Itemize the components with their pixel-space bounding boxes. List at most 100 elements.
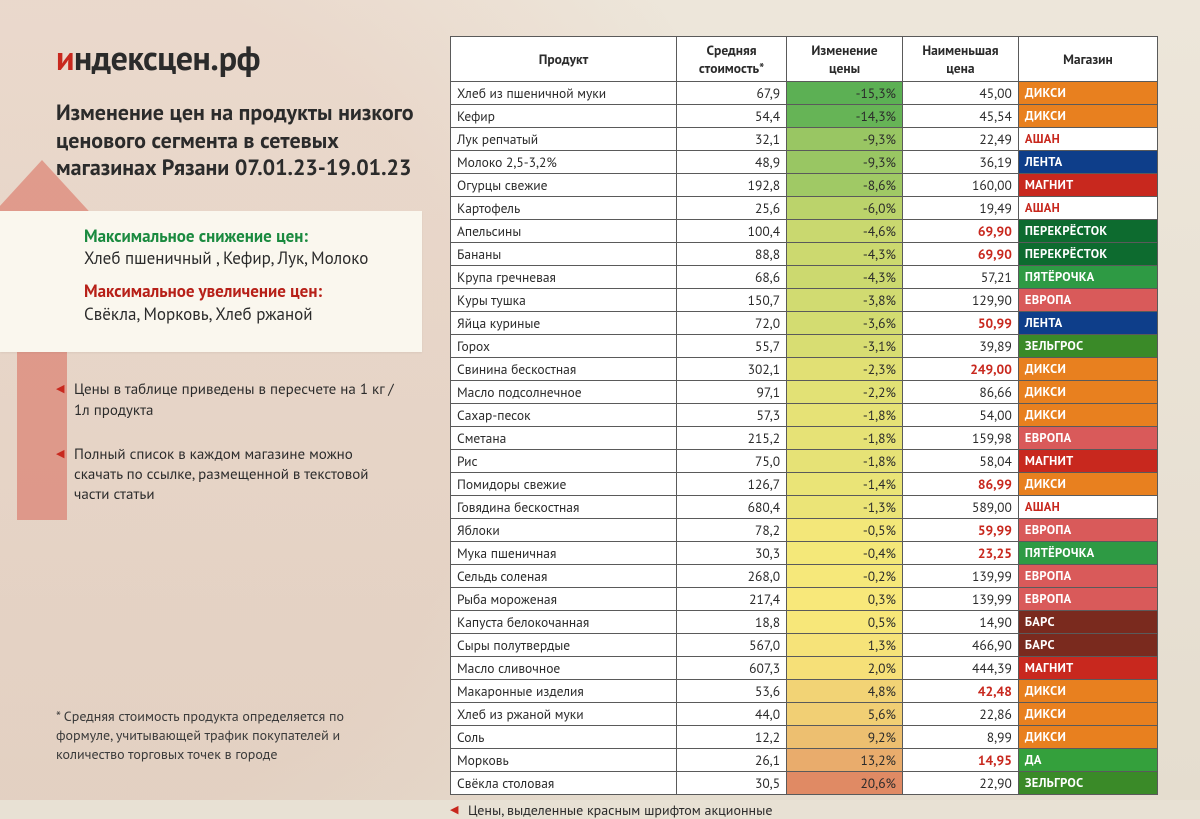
cell-store: ДА [1018,749,1157,772]
cell-store: АШАН [1018,496,1157,519]
cell-avg: 53,6 [677,680,787,703]
cell-change: -1,8% [787,404,903,427]
cell-avg: 25,6 [677,197,787,220]
cell-min: 57,21 [902,266,1018,289]
cell-store: ЕВРОПА [1018,519,1157,542]
cell-store: ПЕРЕКРЁСТОК [1018,243,1157,266]
cell-change: 4,8% [787,680,903,703]
cell-avg: 97,1 [677,381,787,404]
cell-min: 54,00 [902,404,1018,427]
table-row: Бананы88,8-4,3%69,90ПЕРЕКРЁСТОК [451,243,1158,266]
cell-product: Капуста белокочанная [451,611,677,634]
decrease-title: Максимальное снижение цен: [84,225,404,248]
cell-product: Апельсины [451,220,677,243]
col-avg: Средняя стоимость* [677,37,787,82]
cell-store: АШАН [1018,128,1157,151]
cell-avg: 268,0 [677,565,787,588]
cell-avg: 567,0 [677,634,787,657]
cell-min: 444,39 [902,657,1018,680]
cell-product: Хлеб из пшеничной муки [451,82,677,105]
cell-avg: 302,1 [677,358,787,381]
cell-change: -9,3% [787,151,903,174]
cell-store: БАРС [1018,611,1157,634]
cell-min: 45,54 [902,105,1018,128]
cell-change: -2,3% [787,358,903,381]
cell-min: 249,00 [902,358,1018,381]
cell-min: 19,49 [902,197,1018,220]
cell-avg: 18,8 [677,611,787,634]
cell-product: Морковь [451,749,677,772]
cell-product: Бананы [451,243,677,266]
cell-min: 14,95 [902,749,1018,772]
cell-product: Масло подсолнечное [451,381,677,404]
cell-change: -9,3% [787,128,903,151]
note-link: Полный список в каждом магазине можно ск… [56,445,396,506]
cell-store: ЗЕЛЬГРОС [1018,772,1157,795]
cell-min: 36,19 [902,151,1018,174]
cell-product: Крупа гречневая [451,266,677,289]
cell-product: Помидоры свежие [451,473,677,496]
cell-min: 22,90 [902,772,1018,795]
cell-store: ДИКСИ [1018,726,1157,749]
cell-change: 20,6% [787,772,903,795]
increase-title: Максимальное увеличение цен: [84,280,404,303]
cell-product: Масло сливочное [451,657,677,680]
table-row: Яблоки78,2-0,5%59,99ЕВРОПА [451,519,1158,542]
cell-change: -3,8% [787,289,903,312]
cell-avg: 44,0 [677,703,787,726]
cell-store: МАГНИТ [1018,174,1157,197]
cell-min: 129,90 [902,289,1018,312]
cell-product: Хлеб из ржаной муки [451,703,677,726]
cell-avg: 54,4 [677,105,787,128]
table-row: Лук репчатый32,1-9,3%22,49АШАН [451,128,1158,151]
cell-product: Соль [451,726,677,749]
table-row: Рис75,0-1,8%58,04МАГНИТ [451,450,1158,473]
cell-change: 0,5% [787,611,903,634]
cell-product: Яблоки [451,519,677,542]
cell-change: -2,2% [787,381,903,404]
table-row: Капуста белокочанная18,80,5%14,90БАРС [451,611,1158,634]
cell-change: -4,3% [787,266,903,289]
logo-accent: и [56,36,74,80]
cell-avg: 30,3 [677,542,787,565]
increase-items: Свёкла, Морковь, Хлеб ржаной [84,303,404,326]
cell-product: Лук репчатый [451,128,677,151]
cell-change: -3,6% [787,312,903,335]
cell-product: Сыры полутвердые [451,634,677,657]
cell-product: Макаронные изделия [451,680,677,703]
cell-store: ДИКСИ [1018,105,1157,128]
logo-text: ндексцен.рф [74,36,260,80]
cell-change: -4,6% [787,220,903,243]
cell-min: 22,49 [902,128,1018,151]
cell-avg: 48,9 [677,151,787,174]
cell-store: ДИКСИ [1018,381,1157,404]
cell-min: 69,90 [902,243,1018,266]
cell-change: -1,4% [787,473,903,496]
cell-change: -4,3% [787,243,903,266]
table-row: Говядина бескостная680,4-1,3%589,00АШАН [451,496,1158,519]
cell-avg: 30,5 [677,772,787,795]
cell-min: 59,99 [902,519,1018,542]
cell-product: Сметана [451,427,677,450]
cell-min: 160,00 [902,174,1018,197]
cell-avg: 88,8 [677,243,787,266]
cell-product: Свинина бескостная [451,358,677,381]
cell-avg: 57,3 [677,404,787,427]
cell-avg: 192,8 [677,174,787,197]
table-row: Масло сливочное607,32,0%444,39МАГНИТ [451,657,1158,680]
cell-avg: 32,1 [677,128,787,151]
cell-store: ЕВРОПА [1018,565,1157,588]
cell-change: -0,2% [787,565,903,588]
cell-product: Свёкла столовая [451,772,677,795]
col-change: Изменение цены [787,37,903,82]
cell-change: 0,3% [787,588,903,611]
cell-change: -6,0% [787,197,903,220]
table-row: Кефир54,4-14,3%45,54ДИКСИ [451,105,1158,128]
table-row: Помидоры свежие126,7-1,4%86,99ДИКСИ [451,473,1158,496]
cell-change: -8,6% [787,174,903,197]
cell-min: 69,90 [902,220,1018,243]
cell-product: Огурцы свежие [451,174,677,197]
table-row: Масло подсолнечное97,1-2,2%86,66ДИКСИ [451,381,1158,404]
cell-store: ДИКСИ [1018,703,1157,726]
cell-store: ЕВРОПА [1018,588,1157,611]
